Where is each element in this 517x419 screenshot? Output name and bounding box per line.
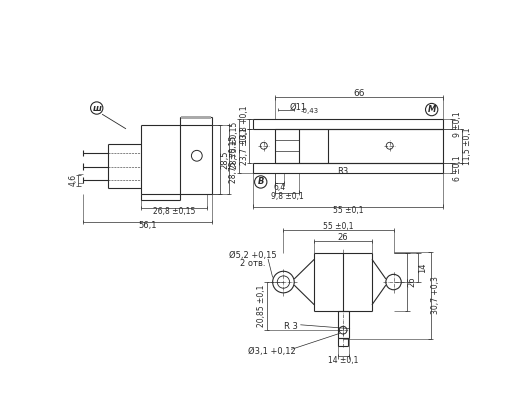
Text: 9,8 ±0,1: 9,8 ±0,1 <box>270 192 303 201</box>
Text: 2 отв.: 2 отв. <box>240 259 265 268</box>
Text: 20,85 ±0,1: 20,85 ±0,1 <box>257 285 266 327</box>
Text: 56,1: 56,1 <box>138 221 157 230</box>
Bar <box>181 116 211 119</box>
Text: 26,8 ±0,15: 26,8 ±0,15 <box>153 207 195 217</box>
Text: M: M <box>428 105 436 114</box>
Text: 28,75 ±0,15: 28,75 ±0,15 <box>229 136 238 183</box>
Text: 6,4: 6,4 <box>273 183 285 192</box>
Text: 26: 26 <box>407 277 417 287</box>
Circle shape <box>425 103 438 116</box>
Text: 23,7 ±0,1: 23,7 ±0,1 <box>240 127 249 165</box>
Text: 14: 14 <box>418 262 428 273</box>
Text: 26: 26 <box>338 233 348 241</box>
Text: 14 ±0,1: 14 ±0,1 <box>328 356 358 365</box>
Text: -0,43: -0,43 <box>300 108 318 114</box>
Text: Ø5,2 +0,15: Ø5,2 +0,15 <box>229 251 277 260</box>
Text: В: В <box>257 178 264 186</box>
Text: R3: R3 <box>337 168 348 176</box>
Text: 9 ±0,1: 9 ±0,1 <box>452 111 462 137</box>
Text: 55 ±0,1: 55 ±0,1 <box>333 206 363 215</box>
Text: 28,5: 28,5 <box>220 150 229 169</box>
Text: 11,5 ±0,1: 11,5 ±0,1 <box>463 127 472 165</box>
Text: 13,8 +0,1: 13,8 +0,1 <box>240 105 249 142</box>
Text: Ø11: Ø11 <box>289 103 306 112</box>
Text: 6 ±0,1: 6 ±0,1 <box>452 155 462 181</box>
Text: 55 ±0,1: 55 ±0,1 <box>323 222 354 231</box>
Circle shape <box>254 176 267 188</box>
Text: ш: ш <box>92 103 101 113</box>
Text: Ø3,1 +0,12: Ø3,1 +0,12 <box>248 347 296 356</box>
Text: 4,6: 4,6 <box>69 174 78 186</box>
Text: 30,7 +0,3: 30,7 +0,3 <box>431 277 439 315</box>
Text: 28,75 ±0,15: 28,75 ±0,15 <box>230 122 239 169</box>
Text: 66: 66 <box>353 89 364 98</box>
Circle shape <box>90 102 103 114</box>
Text: R 3: R 3 <box>284 322 298 331</box>
